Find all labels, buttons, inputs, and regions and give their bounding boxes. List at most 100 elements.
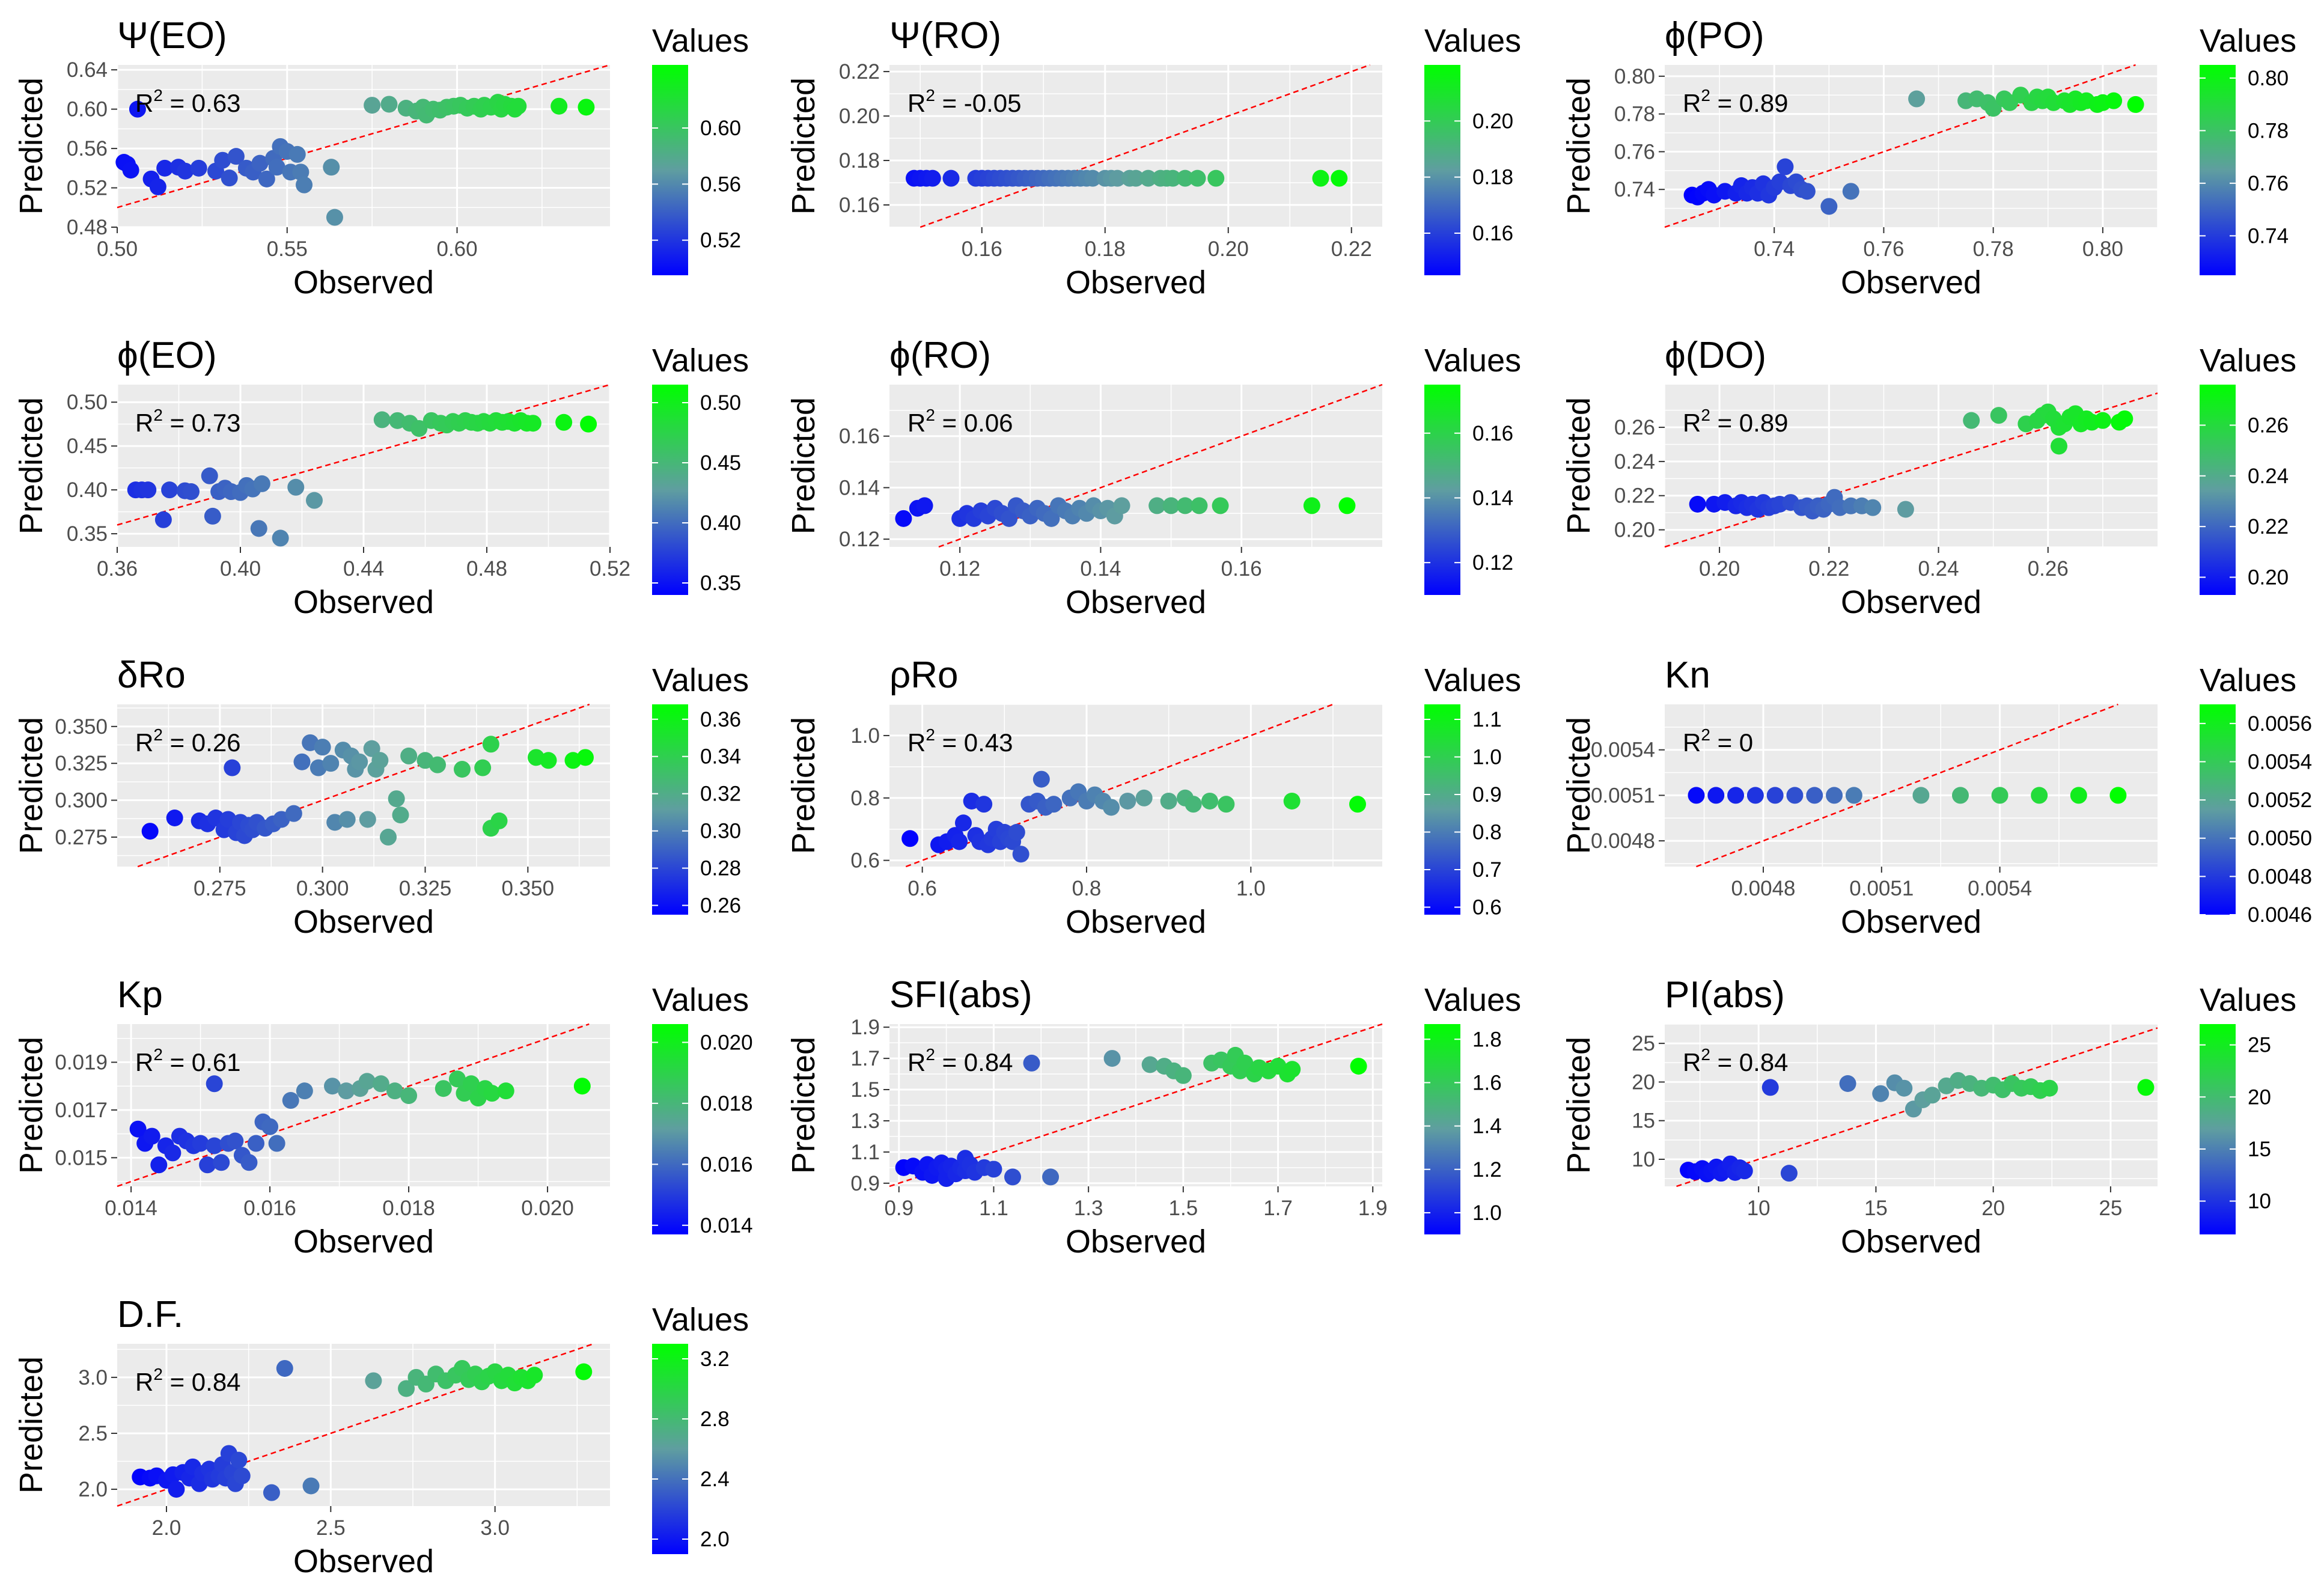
legend-tick-label: 0.20 xyxy=(1472,109,1513,133)
y-tick-label: 2.5 xyxy=(78,1422,108,1445)
points xyxy=(129,1070,591,1174)
data-point xyxy=(324,1078,341,1095)
data-point xyxy=(214,151,231,169)
data-point xyxy=(901,830,919,847)
data-point xyxy=(1164,169,1182,187)
x-tick-label: 0.74 xyxy=(1754,237,1795,261)
r2-value: = 0.84 xyxy=(935,1048,1013,1076)
data-point xyxy=(251,154,269,172)
y-tick-label: 0.64 xyxy=(67,58,108,82)
data-point xyxy=(227,1132,244,1150)
plot-area xyxy=(117,65,610,227)
legend-tick-label: 0.60 xyxy=(700,117,741,140)
data-point xyxy=(1004,1168,1021,1186)
data-point xyxy=(483,1085,501,1102)
x-axis-label: Observed xyxy=(293,1224,434,1260)
data-point xyxy=(364,97,381,114)
data-point xyxy=(1688,787,1705,804)
legend-tick-label: 0.0056 xyxy=(2248,712,2312,736)
chart-panel: 0.36 0.40 0.44 0.48 0.52 0.35 0.40 0.45 0.50 ϕ(EO… xyxy=(13,335,749,620)
data-point xyxy=(338,1082,355,1100)
data-point xyxy=(192,1135,209,1152)
x-axis-label: Observed xyxy=(1841,584,1981,620)
identity-reference-line xyxy=(117,383,611,526)
data-point xyxy=(207,810,224,826)
x-tick-label: 1.9 xyxy=(1358,1197,1388,1220)
legend-tick-label: 0.26 xyxy=(2248,413,2289,437)
data-point xyxy=(1119,792,1136,810)
identity-reference-line xyxy=(117,1023,590,1188)
chart-panel: 0.16 0.18 0.20 0.22 0.16 0.18 0.20 0.22 Ψ(RO) Obs… xyxy=(785,15,1521,300)
y-axis-label: Predicted xyxy=(1561,397,1597,534)
gridlines xyxy=(116,385,611,547)
data-point xyxy=(141,823,159,840)
x-axis-label: Observed xyxy=(293,584,434,620)
legend-tick-label: 0.52 xyxy=(700,229,741,252)
x-axis-label: Observed xyxy=(293,904,434,940)
data-point xyxy=(168,1481,185,1498)
data-point xyxy=(1303,497,1320,514)
y-tick-label: 0.300 xyxy=(55,789,108,813)
points xyxy=(906,169,1348,187)
y-tick-label: 0.8 xyxy=(850,787,880,810)
data-point xyxy=(1912,787,1930,804)
chart-title: D.F. xyxy=(117,1294,183,1335)
data-point xyxy=(161,481,178,499)
y-tick-label: 0.35 xyxy=(67,522,108,546)
legend-title: Values xyxy=(652,662,749,698)
data-point xyxy=(2105,92,2123,109)
y-tick-label: 0.0051 xyxy=(1591,784,1655,807)
legend-tick-label: 2.8 xyxy=(700,1407,730,1431)
data-point xyxy=(122,162,139,179)
legend-colorbar xyxy=(2200,65,2236,275)
legend-title: Values xyxy=(2200,343,2296,379)
data-point xyxy=(247,1135,264,1152)
y-tick-label: 0.26 xyxy=(1614,416,1655,439)
y-tick-label: 1.7 xyxy=(850,1047,880,1070)
data-point xyxy=(985,1160,1002,1178)
data-point xyxy=(156,159,174,177)
legend-tick-label: 1.0 xyxy=(1472,1201,1502,1225)
chart-title: ϕ(DO) xyxy=(1665,335,1766,376)
data-point xyxy=(1008,823,1025,841)
x-tick-label: 0.44 xyxy=(343,557,384,581)
data-point xyxy=(206,1075,223,1093)
legend-tick-label: 1.6 xyxy=(1472,1071,1502,1094)
x-tick-label: 0.52 xyxy=(590,557,630,581)
data-point xyxy=(2031,787,2048,804)
data-point xyxy=(224,759,241,776)
plot-area xyxy=(889,65,1382,227)
data-point xyxy=(149,178,166,195)
data-point xyxy=(285,805,302,822)
x-tick-label: 1.3 xyxy=(1074,1197,1103,1220)
x-tick-label: 0.16 xyxy=(1221,557,1262,581)
data-point xyxy=(1162,497,1180,514)
legend-tick-label: 0.56 xyxy=(700,172,741,196)
legend-tick-label: 0.78 xyxy=(2248,119,2289,142)
legend-tick-label: 0.50 xyxy=(700,391,741,415)
data-point xyxy=(1839,1075,1856,1092)
legend-colorbar xyxy=(1424,65,1460,275)
data-point xyxy=(400,1087,418,1105)
data-point xyxy=(1236,1054,1254,1072)
color-legend: Values 0.014 0.016 0.018 0.020 xyxy=(652,982,753,1237)
y-tick-label: 0.275 xyxy=(55,826,108,849)
data-point xyxy=(1897,501,1914,518)
legend-title: Values xyxy=(2200,982,2296,1018)
data-point xyxy=(358,1073,376,1090)
color-legend: Values 0.0046 0.0048 0.0050 0.0052 0.0054 0.00… xyxy=(2200,662,2312,927)
data-point xyxy=(190,159,207,177)
data-point xyxy=(1780,1165,1798,1182)
r2-annotation: R2 = 0.43 xyxy=(907,725,1013,757)
data-point xyxy=(240,1154,258,1171)
data-point xyxy=(204,507,221,525)
y-axis-label: Predicted xyxy=(1561,1037,1597,1174)
data-point xyxy=(263,1484,280,1501)
data-point xyxy=(227,148,245,165)
r2-annotation: R2 = 0.73 xyxy=(135,406,241,437)
data-point xyxy=(1148,497,1166,514)
legend-tick-label: 0.14 xyxy=(1472,486,1513,510)
color-legend: Values 10 15 20 25 xyxy=(2200,982,2296,1234)
data-point xyxy=(2041,1079,2058,1097)
x-tick-label: 0.275 xyxy=(194,877,246,900)
